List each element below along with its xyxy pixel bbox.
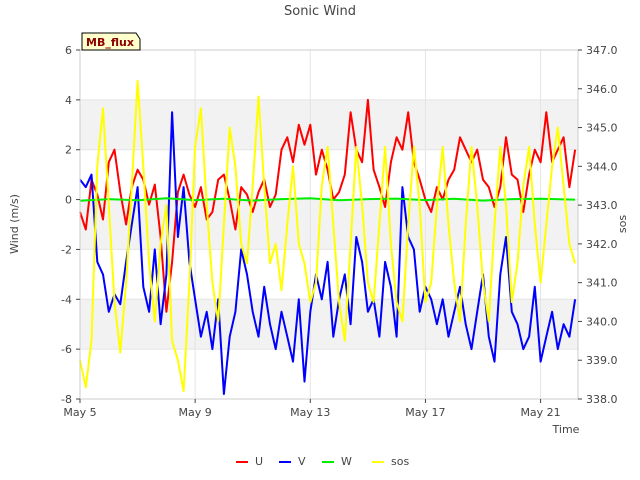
x-tick-label: May 17: [405, 406, 445, 419]
y-tick-label: -4: [61, 293, 72, 306]
y-tick-label: -8: [61, 393, 72, 406]
annotation-label: MB_flux: [86, 36, 134, 49]
legend-label-v: V: [298, 455, 306, 468]
y2-axis-label: sos: [616, 215, 629, 233]
y-axis-label: Wind (m/s): [8, 194, 21, 254]
y-axis-left: -8 -6 -4 -2 0 2 4 6: [61, 44, 80, 406]
y-tick-label: -2: [61, 243, 72, 256]
legend-label-w: W: [341, 455, 352, 468]
y2-tick-label: 345.0: [586, 122, 618, 135]
y2-tick-label: 344.0: [586, 160, 618, 173]
x-tick-label: May 5: [63, 406, 96, 419]
series-line-v: [79, 111, 577, 395]
y-tick-label: -6: [61, 343, 72, 356]
plot-frame: [79, 49, 579, 400]
y-tick-label: 2: [65, 144, 72, 157]
x-tick-label: May 21: [520, 406, 560, 419]
x-tick-label: May 13: [290, 406, 330, 419]
background-band: [80, 299, 578, 350]
y2-tick-label: 347.0: [586, 44, 618, 57]
y2-tick-label: 340.0: [586, 315, 618, 328]
chart-title: Sonic Wind: [284, 4, 356, 19]
y-tick-label: 4: [65, 94, 72, 107]
y-tick-label: 0: [65, 194, 72, 207]
y2-tick-label: 341.0: [586, 277, 618, 290]
legend-label-u: U: [255, 455, 263, 468]
legend-label-sos: sos: [391, 455, 409, 468]
background-band: [80, 99, 578, 150]
y2-tick-label: 342.0: [586, 238, 618, 251]
y2-tick-label: 343.0: [586, 199, 618, 212]
x-axis: May 5 May 9 May 13 May 17 May 21: [63, 399, 561, 419]
y-tick-label: 6: [65, 44, 72, 57]
y2-tick-label: 338.0: [586, 393, 618, 406]
series-line-sos: [79, 80, 577, 393]
series-line-w: [79, 197, 576, 202]
background-band: [80, 199, 578, 250]
x-axis-label: Time: [552, 423, 580, 436]
y-axis-right: 338.0 339.0 340.0 341.0 342.0 343.0 344.0 345.0…: [578, 44, 618, 406]
y2-tick-label: 346.0: [586, 83, 618, 96]
annotation-box: MB_flux: [81, 32, 141, 51]
series-lines: [79, 80, 577, 395]
y2-tick-label: 339.0: [586, 354, 618, 367]
x-tick-label: May 9: [179, 406, 212, 419]
